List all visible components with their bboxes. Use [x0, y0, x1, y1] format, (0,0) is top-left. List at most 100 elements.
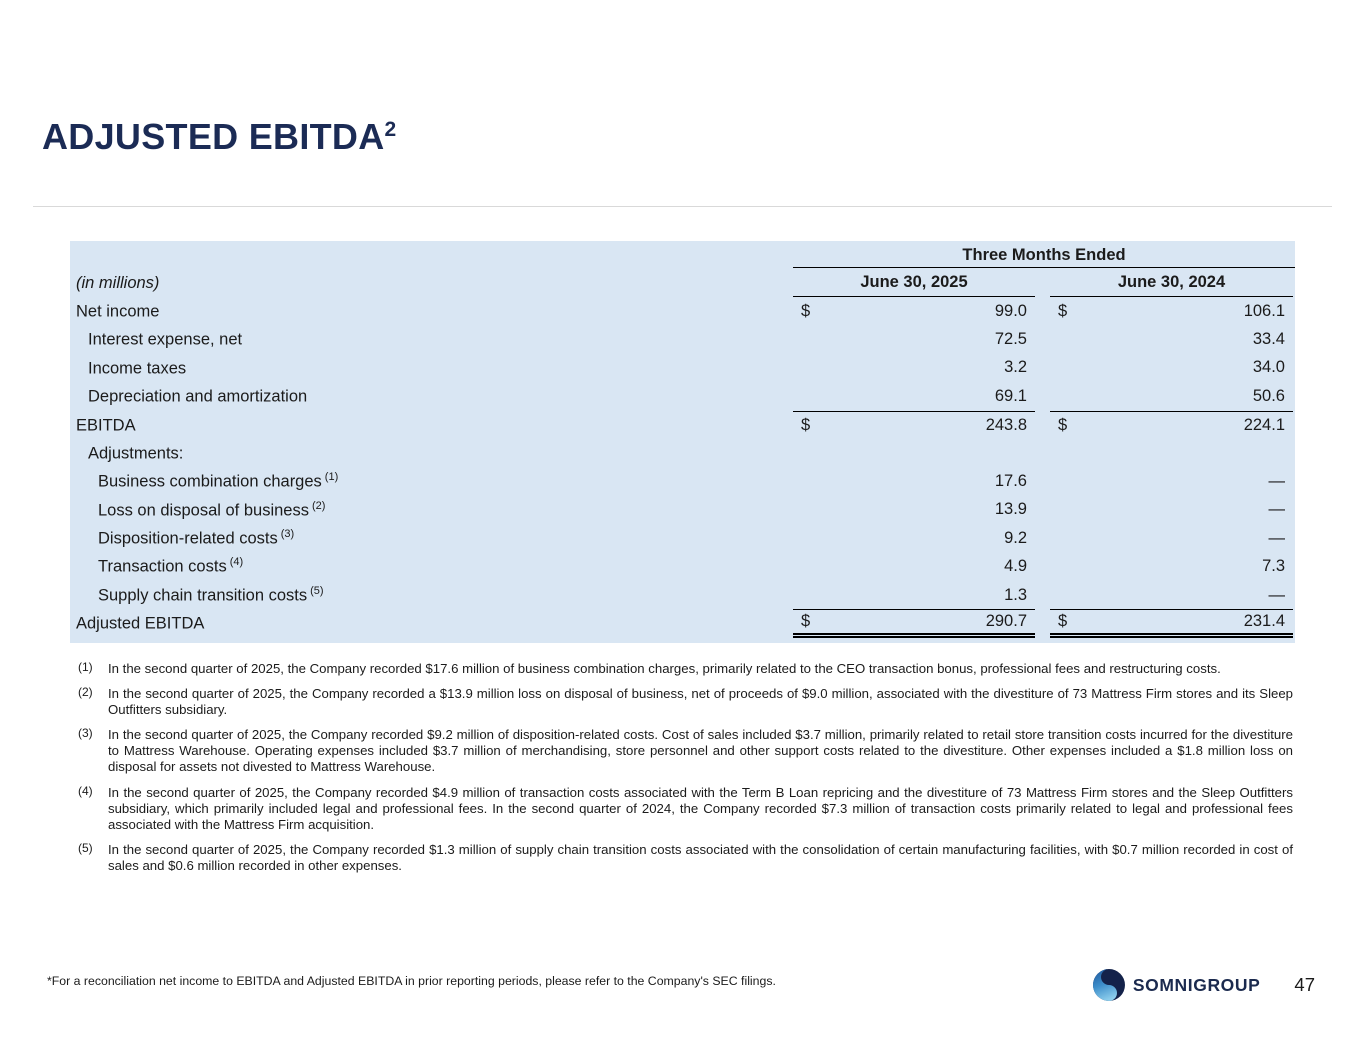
value-2024: — [1050, 467, 1293, 495]
value-2024: 34.0 [1050, 354, 1293, 382]
value-2025: 13.9 [793, 496, 1035, 524]
row-label: Supply chain transition costs (5) [70, 585, 793, 606]
value-text: 50.6 [1252, 386, 1285, 405]
table-row-ebitda: EBITDA $243.8 $224.1 [70, 410, 1295, 439]
footnote-marker: (5) [78, 840, 93, 855]
column-header-2025: June 30, 2025 [793, 273, 1035, 297]
row-label: Transaction costs (4) [70, 556, 793, 577]
dollar-sign: $ [801, 301, 811, 320]
ebitda-table: Three Months Ended (in millions) June 30… [70, 241, 1295, 643]
row-label: Adjusted EBITDA [70, 613, 793, 634]
page-title-superscript: 2 [384, 118, 397, 141]
source-note: *For a reconciliation net income to EBIT… [47, 974, 776, 988]
row-label-sup: (2) [311, 499, 326, 512]
dollar-sign: $ [1058, 301, 1068, 320]
table-row-adjusted-ebitda: Adjusted EBITDA $290.7 $231.4 [70, 609, 1295, 638]
row-label-text: Net income [76, 302, 160, 321]
table-row-disposition-costs: Disposition-related costs (3) 9.2 — [70, 524, 1295, 552]
footnote-text: In the second quarter of 2025, the Compa… [108, 841, 1293, 873]
row-label-text: EBITDA [76, 416, 136, 434]
value-text: — [1268, 500, 1286, 519]
value-2024: $224.1 [1050, 410, 1293, 439]
row-label-text: Transaction costs [98, 557, 227, 576]
footnote-1: (1) In the second quarter of 2025, the C… [78, 660, 1293, 677]
value-text: 4.9 [1004, 557, 1027, 576]
value-2025: 1.3 [793, 581, 1035, 609]
footnote-text: In the second quarter of 2025, the Compa… [108, 784, 1293, 832]
value-2024: — [1050, 524, 1293, 552]
units-label: (in millions) [76, 274, 160, 292]
value-2025: $99.0 [793, 297, 1035, 325]
period-header: Three Months Ended [793, 246, 1295, 268]
value-text: 290.7 [985, 611, 1027, 630]
table-row-transaction-costs: Transaction costs (4) 4.9 7.3 [70, 553, 1295, 581]
title-divider [33, 206, 1332, 207]
table-row-business-combination: Business combination charges (1) 17.6 — [70, 467, 1295, 495]
footnote-5: (5) In the second quarter of 2025, the C… [78, 840, 1293, 874]
value-2024: 7.3 [1050, 553, 1293, 581]
value-2024: 33.4 [1050, 325, 1293, 353]
value-2025: 17.6 [793, 467, 1035, 495]
table-row-adjustments-heading: Adjustments: [70, 439, 1295, 467]
table-row-depreciation: Depreciation and amortization 69.1 50.6 [70, 382, 1295, 410]
value-text: 17.6 [994, 472, 1027, 491]
value-2025: $290.7 [793, 609, 1035, 638]
value-text: 33.4 [1252, 330, 1285, 349]
value-text: 3.2 [1004, 358, 1027, 377]
row-label: EBITDA [70, 415, 793, 436]
somnigroup-logo-icon [1092, 969, 1125, 1001]
row-label: Interest expense, net [70, 329, 793, 350]
value-text: 1.3 [1004, 585, 1027, 604]
value-2024: $106.1 [1050, 297, 1293, 325]
value-2025: $243.8 [793, 410, 1035, 439]
footnote-3: (3) In the second quarter of 2025, the C… [78, 726, 1293, 775]
row-label-text: Adjusted EBITDA [76, 614, 205, 633]
row-label: Adjustments: [70, 443, 793, 464]
footnote-marker: (1) [78, 660, 93, 674]
footnote-text: In the second quarter of 2025, the Compa… [108, 727, 1293, 775]
row-label-text: Interest expense, net [88, 330, 243, 349]
value-text: 9.2 [1004, 528, 1027, 547]
row-label: Disposition-related costs (3) [70, 528, 793, 549]
value-text: 224.1 [1243, 415, 1285, 434]
value-2025: 69.1 [793, 382, 1035, 410]
row-label-sup: (5) [310, 584, 324, 597]
table-row-loss-on-disposal: Loss on disposal of business (2) 13.9 — [70, 496, 1295, 524]
value-2025: 72.5 [793, 325, 1035, 353]
value-2024 [1050, 439, 1293, 467]
row-label-text: Disposition-related costs [98, 529, 278, 548]
table-row-interest-expense: Interest expense, net 72.5 33.4 [70, 325, 1295, 353]
value-2025: 9.2 [793, 524, 1035, 552]
row-label: Business combination charges (1) [70, 471, 793, 492]
value-text: 7.3 [1262, 557, 1285, 576]
value-text: 69.1 [994, 386, 1027, 405]
table-column-header-row: (in millions) June 30, 2025 June 30, 202… [70, 268, 1295, 297]
footnote-text: In the second quarter of 2025, the Compa… [108, 661, 1221, 676]
footnote-marker: (3) [78, 726, 93, 741]
row-label: Income taxes [70, 358, 793, 379]
row-label: Depreciation and amortization [70, 386, 793, 407]
dollar-sign: $ [1058, 415, 1068, 434]
value-2025: 3.2 [793, 354, 1035, 382]
value-text: 231.4 [1243, 611, 1285, 630]
row-label: Loss on disposal of business (2) [70, 500, 793, 521]
footnote-2: (2) In the second quarter of 2025, the C… [78, 685, 1293, 718]
value-2024: — [1050, 496, 1293, 524]
value-2025 [793, 439, 1035, 467]
row-label-sup: (4) [229, 556, 244, 569]
value-text: — [1268, 472, 1286, 491]
row-label: Net income [70, 301, 793, 322]
value-2024: 50.6 [1050, 382, 1293, 410]
row-label-sup: (3) [280, 528, 295, 541]
somnigroup-wordmark: SOMNIGROUP [1132, 974, 1261, 995]
footnote-text: In the second quarter of 2025, the Compa… [108, 686, 1293, 718]
column-header-2024: June 30, 2024 [1050, 273, 1293, 297]
table-row-supply-chain: Supply chain transition costs (5) 1.3 — [70, 581, 1295, 609]
row-label-text: Income taxes [88, 359, 187, 378]
row-label-text: Supply chain transition costs [98, 586, 308, 605]
table-row-net-income: Net income $99.0 $106.1 [70, 297, 1295, 325]
row-label-text: Loss on disposal of business [98, 501, 309, 520]
value-text: 243.8 [985, 415, 1027, 434]
brand-footer: SOMNIGROUP 47 [1092, 968, 1315, 1002]
